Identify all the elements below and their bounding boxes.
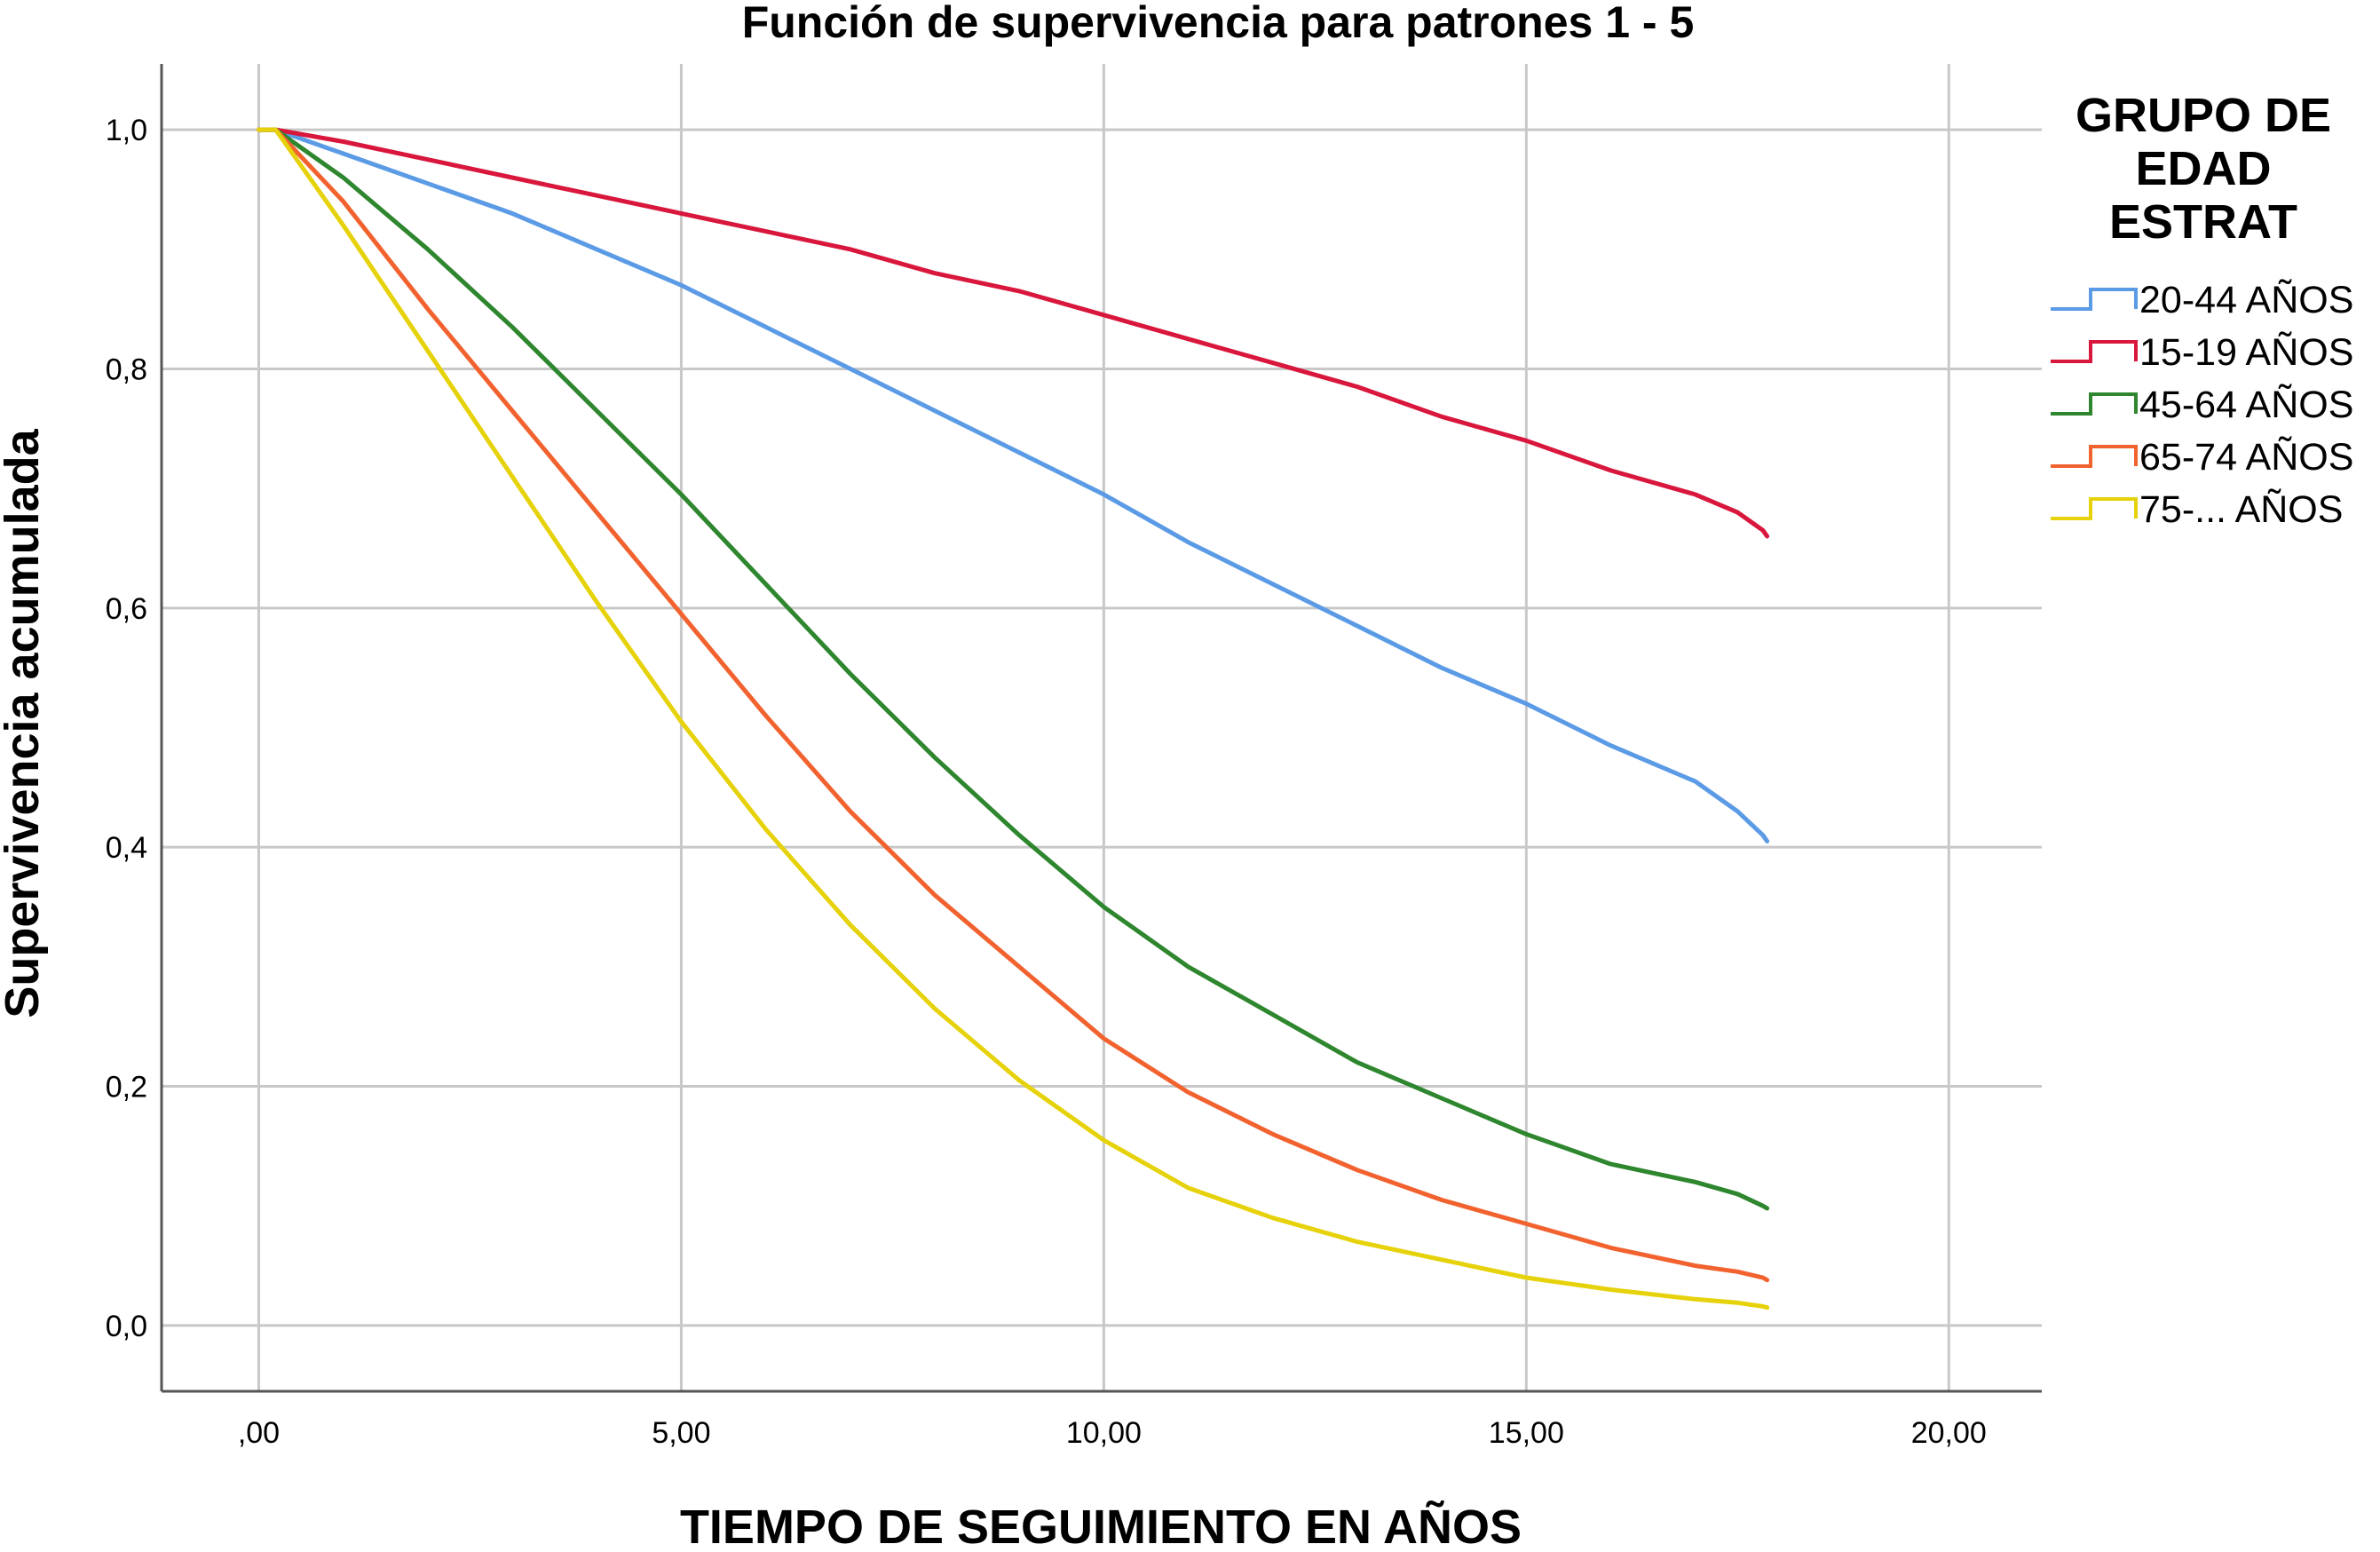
legend-swatch-5 [2051,497,2138,520]
y-tick-label-4: 0,8 [106,352,147,386]
series-lines [257,127,1770,1310]
chart-title: Función de supervivencia para patrones 1… [742,0,1695,47]
legend-item-3: 45-64 AÑOS [2051,384,2353,426]
legend-item-5: 75-... AÑOS [2051,488,2343,531]
x-tick-label-0: ,00 [238,1416,280,1450]
series-line-3 [257,127,1770,1211]
y-tick-label-5: 1,0 [106,114,147,147]
series-line-2 [257,127,1770,539]
legend-swatch-4 [2051,445,2138,468]
legend-item-4: 65-74 AÑOS [2051,436,2353,479]
legend-label-4: 65-74 AÑOS [2139,436,2353,479]
legend-title-line-1: GRUPO DE [2076,89,2331,142]
x-tick-label-4: 20,00 [1911,1416,1987,1450]
axes [160,64,2042,1393]
legend-label-3: 45-64 AÑOS [2139,384,2353,426]
legend-swatch-3 [2051,392,2138,416]
tick-labels: ,00 5,00 10,00 15,00 20,00 0,0 0,2 0,4 0,6 0,8 1,0 [106,114,1987,1450]
x-axis-title: TIEMPO DE SEGUIMIENTO EN AÑOS [680,1501,1522,1548]
legend-title-line-3: ESTRAT [2109,195,2297,249]
series-line-1 [257,127,1770,843]
series-line-5 [257,127,1770,1310]
legend-title-line-2: EDAD [2135,142,2271,195]
y-tick-label-0: 0,0 [106,1310,147,1343]
y-tick-label-2: 0,4 [106,831,147,865]
x-tick-label-3: 15,00 [1489,1416,1564,1450]
x-tick-label-1: 5,00 [652,1416,710,1450]
legend-swatch-2 [2051,340,2138,363]
legend-swatch-1 [2051,288,2138,311]
x-tick-label-2: 10,00 [1066,1416,1142,1450]
legend-label-2: 15-19 AÑOS [2139,331,2353,374]
legend-label-5: 75-... AÑOS [2139,488,2343,531]
series-line-4 [257,127,1770,1283]
y-tick-label-3: 0,6 [106,592,147,626]
legend-item-2: 15-19 AÑOS [2051,331,2353,374]
y-tick-label-1: 0,2 [106,1071,147,1105]
legend-item-1: 20-44 AÑOS [2051,279,2353,321]
y-axis-title: Supervivencia acumulada [0,428,49,1018]
legend-label-1: 20-44 AÑOS [2139,279,2353,321]
